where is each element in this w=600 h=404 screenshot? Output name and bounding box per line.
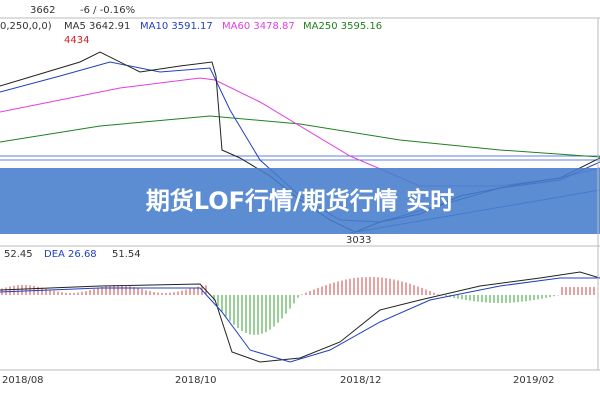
ma250: MA250 3595.16	[303, 21, 382, 32]
high-label: 4434	[64, 35, 89, 46]
banner-text: 期货LOF行情/期货行情 实时	[146, 187, 454, 215]
change: -6 / -0.16%	[80, 5, 135, 16]
x-label: 2018/08	[2, 375, 44, 386]
banner	[0, 168, 600, 234]
x-label: 2018/10	[175, 375, 217, 386]
dif-line	[0, 271, 600, 363]
x-label: 2018/12	[340, 375, 382, 386]
macd-dea: DEA 26.68	[44, 249, 97, 260]
ma5: MA5 3642.91	[64, 21, 130, 32]
dea-line	[0, 277, 600, 363]
x-label: 2019/02	[513, 375, 555, 386]
macd-value: 51.54	[112, 249, 141, 260]
ma250-line	[0, 115, 600, 158]
params: 0,250,0,0)	[0, 21, 52, 32]
ma60: MA60 3478.87	[222, 21, 295, 32]
price: 3662	[30, 5, 55, 16]
low-label: 3033	[346, 235, 371, 246]
macd-lines	[0, 271, 600, 363]
macd-histogram	[1, 277, 595, 335]
ma10: MA10 3591.17	[140, 21, 213, 32]
macd-dif: 52.45	[4, 249, 33, 260]
